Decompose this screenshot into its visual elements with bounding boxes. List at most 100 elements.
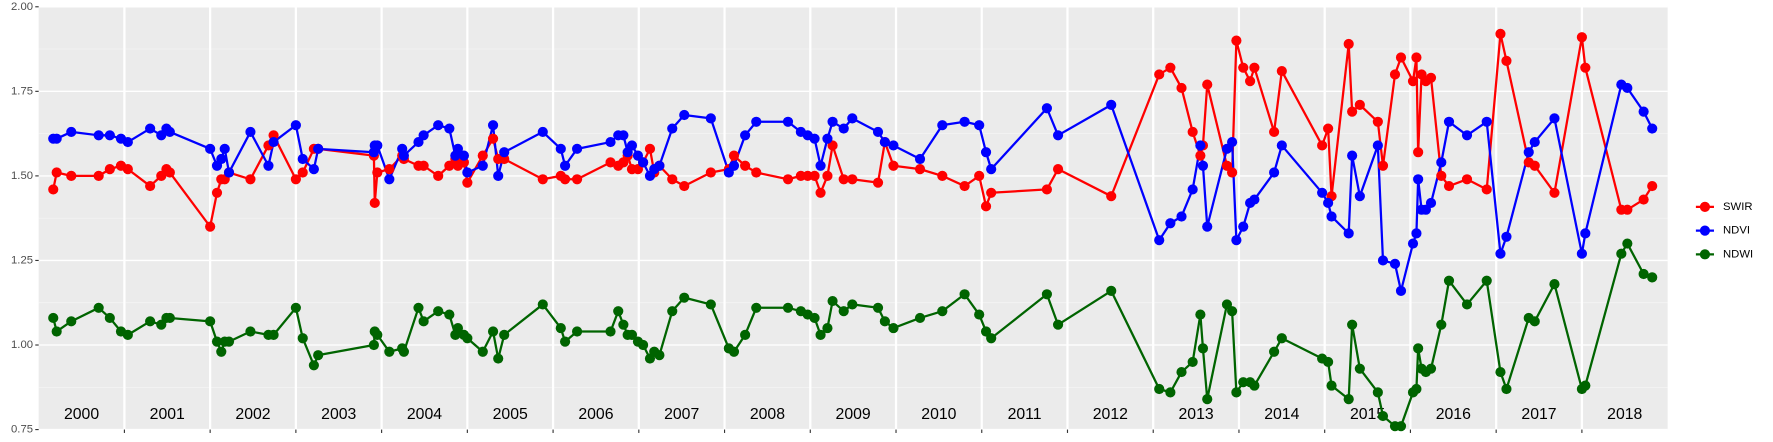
data-point <box>368 339 379 351</box>
data-point <box>605 157 616 168</box>
data-point <box>1389 69 1401 80</box>
data-point <box>1389 258 1401 269</box>
data-point <box>1622 82 1633 94</box>
data-point <box>477 150 488 161</box>
data-point <box>1461 299 1473 310</box>
data-point <box>1411 383 1422 395</box>
data-point <box>1052 130 1064 141</box>
data-point <box>705 299 716 310</box>
data-point <box>1549 187 1560 198</box>
year-label: 2007 <box>664 406 699 423</box>
data-point <box>879 316 890 327</box>
data-point <box>51 326 62 337</box>
data-point <box>537 174 548 185</box>
data-point <box>51 167 62 178</box>
data-point <box>1176 82 1187 94</box>
data-point <box>487 120 499 131</box>
data-point <box>537 299 548 310</box>
data-point <box>1622 238 1633 249</box>
data-point <box>1580 228 1591 239</box>
data-point <box>1616 248 1627 259</box>
data-point <box>937 306 948 317</box>
data-point <box>1197 160 1209 171</box>
data-point <box>372 329 383 340</box>
data-point <box>398 346 409 357</box>
data-point <box>1529 160 1540 171</box>
year-label: 2013 <box>1178 406 1213 423</box>
data-point <box>1323 123 1334 134</box>
data-point <box>986 333 997 344</box>
year-label: 2016 <box>1436 406 1471 423</box>
data-point <box>1187 184 1198 195</box>
year-label: 2012 <box>1093 406 1128 423</box>
data-point <box>1413 343 1424 354</box>
data-point <box>104 164 115 175</box>
data-point <box>1154 383 1165 395</box>
data-point <box>1638 268 1649 280</box>
data-point <box>838 174 849 185</box>
data-point <box>638 339 649 351</box>
data-point <box>122 329 133 340</box>
data-point <box>751 302 762 313</box>
data-point <box>1343 228 1354 239</box>
data-point <box>369 197 380 209</box>
year-label: 2005 <box>493 406 528 423</box>
data-point <box>164 126 175 138</box>
data-point <box>626 329 638 340</box>
data-point <box>452 323 464 334</box>
data-point <box>679 292 690 303</box>
data-point <box>205 221 216 232</box>
data-point <box>462 167 473 178</box>
data-point <box>1245 76 1256 87</box>
data-point <box>1647 272 1658 283</box>
data-point <box>654 160 665 171</box>
year-label: 2009 <box>836 406 871 423</box>
year-label: 2017 <box>1521 406 1556 423</box>
data-point <box>205 143 216 154</box>
data-point <box>847 113 858 124</box>
data-point <box>462 177 473 188</box>
year-label: 2001 <box>150 406 185 423</box>
data-point <box>384 174 395 185</box>
data-point <box>66 126 77 138</box>
data-point <box>145 180 156 192</box>
data-point <box>1576 32 1587 43</box>
data-point <box>728 160 740 171</box>
data-point <box>986 164 997 175</box>
data-point <box>740 130 751 141</box>
data-point <box>937 120 948 131</box>
data-point <box>1638 106 1649 117</box>
data-point <box>1622 204 1633 215</box>
data-point <box>1176 211 1187 222</box>
data-point <box>477 346 488 357</box>
data-point <box>1187 356 1198 368</box>
data-point <box>827 116 838 127</box>
data-point <box>914 164 926 175</box>
data-point <box>1576 248 1587 259</box>
data-point <box>1411 228 1422 239</box>
data-point <box>211 187 223 198</box>
data-point <box>654 350 665 361</box>
data-point <box>1276 333 1287 344</box>
data-point <box>297 333 308 344</box>
data-point <box>980 201 992 212</box>
data-point <box>223 336 235 347</box>
data-point <box>1195 140 1206 151</box>
data-point <box>477 160 488 171</box>
data-point <box>48 184 59 195</box>
data-point <box>493 170 504 181</box>
data-point <box>308 360 319 371</box>
data-point <box>145 123 156 134</box>
data-point <box>452 143 464 154</box>
data-point <box>1106 99 1117 110</box>
data-point <box>1323 197 1334 209</box>
data-point <box>1372 116 1383 127</box>
data-point <box>1165 218 1176 229</box>
data-point <box>1343 38 1354 50</box>
data-point <box>571 174 583 185</box>
data-point <box>782 174 794 185</box>
data-point <box>1501 231 1512 242</box>
data-point <box>493 353 504 364</box>
data-point <box>1231 387 1242 398</box>
